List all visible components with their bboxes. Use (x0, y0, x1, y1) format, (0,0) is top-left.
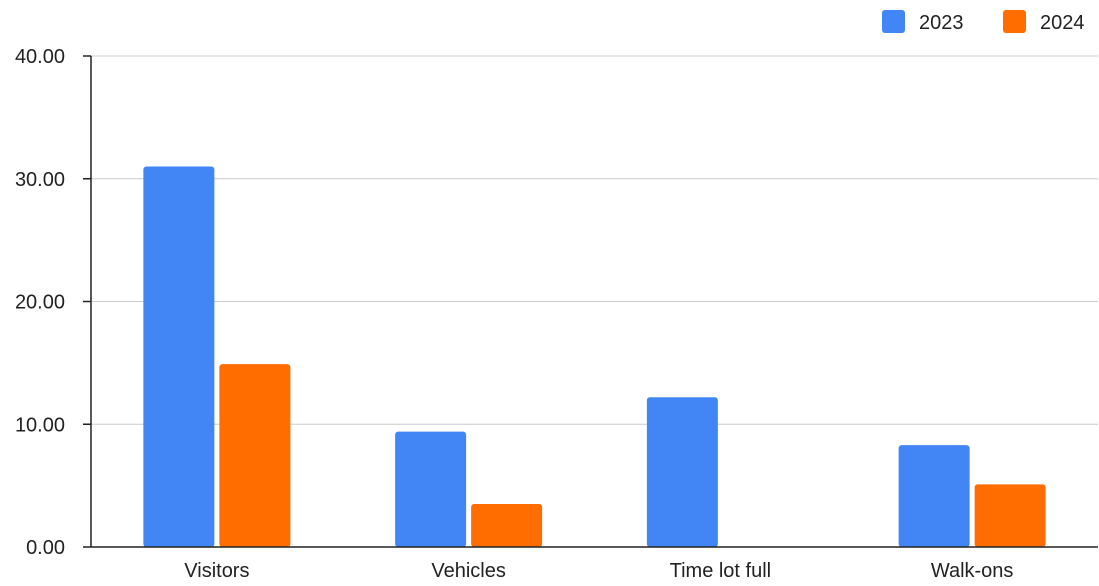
bar-2024-vehicles (471, 504, 543, 547)
axes: 0.00 10.00 20.00 30.00 40.00 Visitors Vehicles… (15, 46, 1098, 582)
y-tick-label: 0.00 (26, 537, 65, 559)
legend-label-2023: 2023 (919, 12, 964, 34)
legend-swatch-2024 (1003, 10, 1026, 33)
y-tick-label: 10.00 (15, 414, 65, 436)
y-tick-label: 40.00 (15, 46, 65, 68)
legend: 2023 2024 (882, 10, 1085, 34)
bar-2023-visitors (143, 166, 215, 547)
bar-2024-visitors (219, 364, 291, 547)
x-tick-label: Vehicles (431, 560, 506, 581)
y-tick-label: 30.00 (15, 169, 65, 191)
bar-2023-walk-ons (898, 445, 970, 547)
legend-label-2024: 2024 (1040, 12, 1085, 34)
x-tick-label: Walk-ons (931, 560, 1014, 581)
bar-2023-vehicles (395, 431, 467, 547)
y-tick-label: 20.00 (15, 292, 65, 314)
x-tick-label: Time lot full (670, 560, 772, 581)
bar-2023-time-lot-full (646, 397, 718, 547)
bars (143, 166, 1046, 547)
gridlines (91, 55, 1098, 425)
legend-swatch-2023 (882, 10, 905, 33)
x-tick-label: Visitors (184, 560, 249, 581)
bar-2024-walk-ons (974, 484, 1046, 547)
